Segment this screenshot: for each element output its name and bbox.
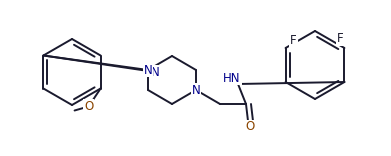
Text: N: N bbox=[143, 63, 152, 76]
Text: F: F bbox=[290, 34, 297, 47]
Text: F: F bbox=[337, 32, 344, 46]
Text: N: N bbox=[192, 83, 200, 97]
Text: O: O bbox=[246, 120, 255, 134]
Text: HN: HN bbox=[223, 71, 241, 85]
Text: O: O bbox=[84, 100, 93, 113]
Text: N: N bbox=[151, 66, 160, 78]
